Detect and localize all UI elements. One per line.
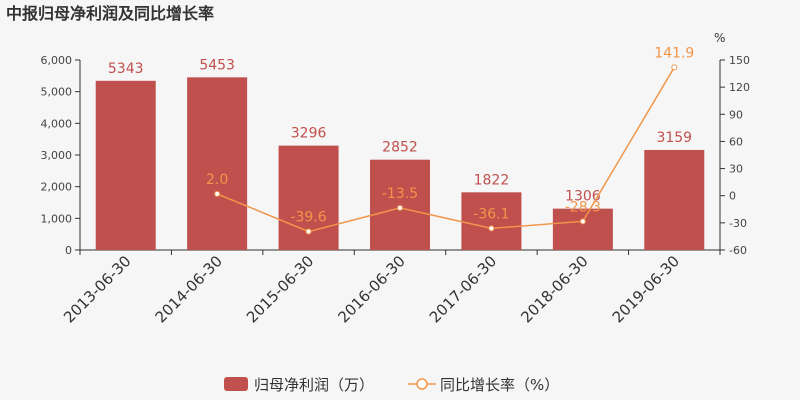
legend-item-bar[interactable]: 归母净利润（万） (224, 376, 374, 394)
left-tick-label: 0 (65, 244, 72, 257)
bar-labels: 5343 5453 3296 2852 1822 1306 3159 (108, 57, 692, 204)
left-tick-label: 5,000 (41, 86, 73, 99)
bar-value-label: 1822 (474, 172, 510, 188)
growth-point[interactable] (579, 218, 586, 225)
line-series (214, 64, 678, 235)
legend-bar-swatch (224, 377, 248, 391)
left-axis-ticks: 0 1,000 2,000 3,000 4,000 5,000 6,000 (41, 54, 80, 257)
bar[interactable] (95, 80, 156, 251)
x-tick-label: 2013-06-30 (60, 252, 134, 326)
bar[interactable] (187, 77, 248, 251)
left-tick-label: 3,000 (41, 149, 73, 162)
bar-value-label: 3296 (291, 126, 327, 142)
bar-value-label: 5453 (199, 57, 235, 73)
left-tick-label: 1,000 (41, 212, 73, 225)
growth-point[interactable] (397, 204, 403, 211)
growth-value-label: 141.9 (654, 45, 694, 61)
right-axis-ticks: -60 -30 0 30 60 90 120 150 (720, 54, 750, 257)
left-tick-label: 6,000 (41, 54, 73, 67)
chart-title: 中报归母净利润及同比增长率 (6, 4, 214, 23)
right-tick-label: 0 (729, 190, 736, 203)
growth-point[interactable] (305, 228, 312, 235)
right-tick-label: 30 (729, 163, 743, 176)
growth-point[interactable] (488, 225, 495, 232)
right-tick-label: -30 (729, 217, 747, 230)
bar[interactable] (461, 192, 522, 250)
right-axis-unit: % (714, 31, 725, 45)
growth-value-label: -36.1 (473, 206, 509, 222)
x-axis-ticks: 2013-06-30 2014-06-30 2015-06-30 2016-06-30… (60, 250, 721, 326)
x-tick-label: 2016-06-30 (334, 252, 408, 326)
bar-value-label: 5343 (108, 61, 144, 77)
growth-point[interactable] (671, 64, 678, 71)
legend: 归母净利润（万） 同比增长率（%） (224, 376, 559, 394)
x-tick-label: 2019-06-30 (609, 252, 683, 326)
growth-value-label: -28.3 (565, 199, 601, 215)
x-tick-label: 2015-06-30 (243, 252, 317, 326)
right-tick-label: 60 (729, 135, 743, 148)
legend-line-marker (416, 378, 428, 390)
left-tick-label: 2,000 (41, 181, 73, 194)
line-labels: 2.0 -39.6 -13.5 -36.1 -28.3 141.9 (206, 45, 694, 225)
bar-value-label: 3159 (656, 130, 692, 146)
bar-value-label: 2852 (382, 140, 418, 156)
growth-point[interactable] (214, 190, 221, 197)
growth-value-label: 2.0 (206, 172, 228, 188)
growth-value-label: -39.6 (290, 210, 326, 226)
bar[interactable] (370, 159, 430, 250)
x-tick-label: 2018-06-30 (517, 252, 591, 326)
x-tick-label: 2017-06-30 (426, 252, 500, 326)
bar-value-label: 1306 (565, 189, 601, 205)
bar[interactable] (644, 149, 705, 250)
x-tick-label: 2014-06-30 (152, 252, 226, 326)
right-tick-label: 90 (729, 108, 743, 121)
growth-line (216, 66, 675, 233)
growth-value-label: -13.5 (382, 186, 418, 202)
bar[interactable] (552, 208, 613, 250)
right-tick-label: -60 (729, 244, 747, 257)
legend-item-line[interactable]: 同比增长率（%） (408, 376, 559, 394)
right-tick-label: 120 (729, 81, 750, 94)
legend-bar-label: 归母净利润（万） (254, 376, 374, 394)
legend-line-label: 同比增长率（%） (440, 376, 559, 394)
bar-series (95, 77, 705, 251)
left-tick-label: 4,000 (41, 117, 73, 130)
right-tick-label: 150 (729, 54, 750, 67)
